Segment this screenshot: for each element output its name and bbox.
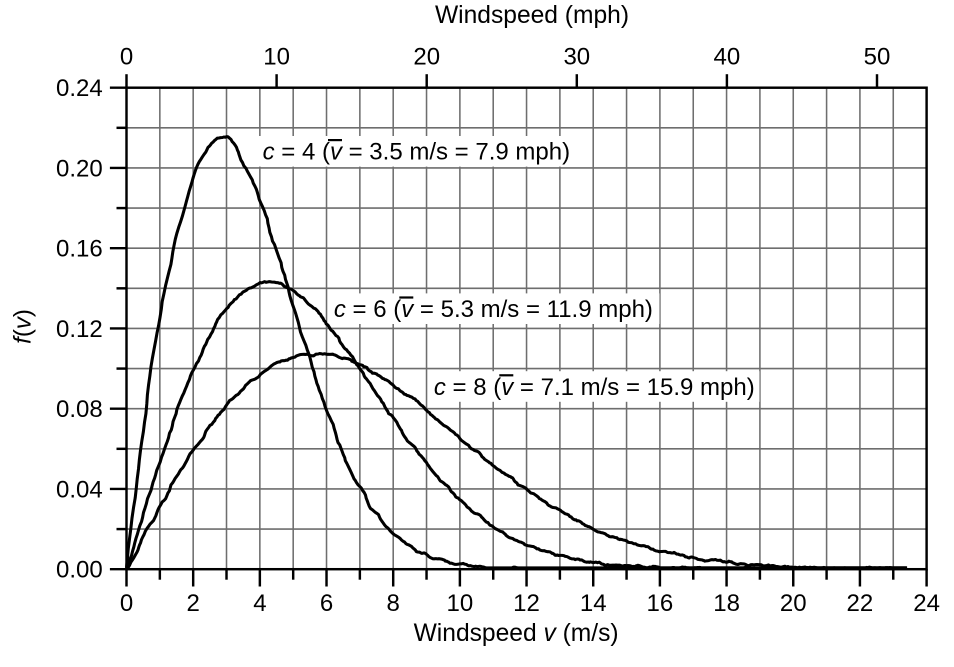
svg-text:6: 6	[320, 590, 333, 617]
svg-text:0.00: 0.00	[56, 557, 103, 584]
svg-text:24: 24	[913, 590, 940, 617]
svg-text:0.04: 0.04	[56, 476, 103, 503]
svg-text:Windspeed (mph): Windspeed (mph)	[435, 2, 629, 29]
svg-text:c = 8 (v = 7.1 m/s = 15.9 mph): c = 8 (v = 7.1 m/s = 15.9 mph)	[434, 374, 755, 401]
svg-text:c = 4 (v = 3.5 m/s = 7.9 mph): c = 4 (v = 3.5 m/s = 7.9 mph)	[263, 139, 570, 166]
svg-text:c = 6 (v = 5.3 m/s = 11.9 mph): c = 6 (v = 5.3 m/s = 11.9 mph)	[334, 296, 653, 323]
svg-text:40: 40	[714, 44, 741, 71]
svg-text:50: 50	[864, 44, 891, 71]
svg-text:0: 0	[120, 44, 133, 71]
svg-text:8: 8	[387, 590, 400, 617]
svg-text:16: 16	[647, 590, 674, 617]
svg-text:20: 20	[413, 44, 440, 71]
svg-text:f(v): f(v)	[10, 309, 37, 344]
svg-text:18: 18	[713, 590, 740, 617]
svg-text:20: 20	[780, 590, 807, 617]
svg-text:14: 14	[580, 590, 607, 617]
svg-text:0.24: 0.24	[56, 75, 103, 102]
svg-text:0.12: 0.12	[56, 316, 103, 343]
svg-text:10: 10	[263, 44, 290, 71]
svg-text:30: 30	[563, 44, 590, 71]
svg-text:4: 4	[253, 590, 266, 617]
svg-text:Windspeed v (m/s): Windspeed v (m/s)	[414, 620, 619, 647]
svg-text:0: 0	[120, 590, 133, 617]
svg-text:22: 22	[847, 590, 874, 617]
svg-text:0.08: 0.08	[56, 396, 103, 423]
svg-text:10: 10	[447, 590, 474, 617]
svg-text:12: 12	[513, 590, 540, 617]
svg-text:0.16: 0.16	[56, 236, 103, 263]
svg-text:2: 2	[187, 590, 200, 617]
svg-text:0.20: 0.20	[56, 155, 103, 182]
